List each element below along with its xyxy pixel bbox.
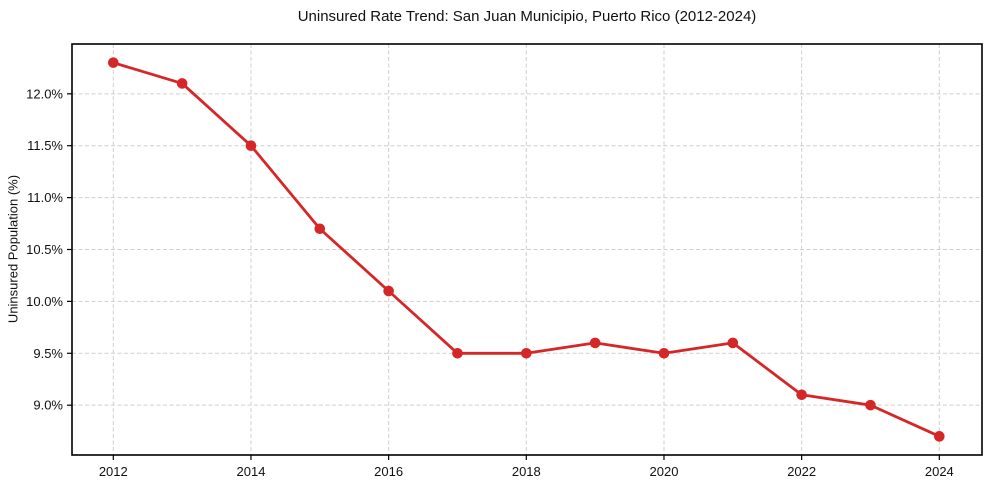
data-point (796, 389, 807, 401)
chart-title: Uninsured Rate Trend: San Juan Municipio… (297, 8, 757, 25)
y-tick-label: 12.0% (26, 86, 63, 101)
data-point (865, 399, 876, 411)
y-tick-label: 9.5% (33, 346, 63, 361)
data-point (521, 347, 532, 359)
x-tick-label: 2016 (374, 464, 403, 479)
x-tick-label: 2014 (237, 464, 266, 479)
data-point (658, 347, 670, 359)
data-point (383, 285, 394, 297)
y-tick-label: 11.0% (27, 190, 63, 205)
x-tick-label: 2012 (99, 464, 128, 479)
x-tick-label: 2020 (650, 464, 679, 479)
data-point (589, 337, 601, 349)
y-tick-label: 10.0% (26, 294, 63, 309)
y-tick-label: 10.5% (26, 242, 63, 257)
x-tick-label: 2022 (787, 464, 816, 479)
data-point (314, 223, 326, 235)
data-point (727, 337, 739, 349)
data-point (245, 140, 257, 152)
x-tick-label: 2018 (512, 464, 541, 479)
data-point (108, 57, 119, 68)
y-tick-label: 9.0% (33, 398, 63, 413)
data-point (452, 347, 463, 359)
x-tick-label: 2024 (925, 464, 954, 479)
data-point (934, 431, 945, 442)
plot-border (71, 43, 983, 456)
data-point (176, 78, 188, 89)
y-tick-label: 11.5% (27, 138, 63, 153)
